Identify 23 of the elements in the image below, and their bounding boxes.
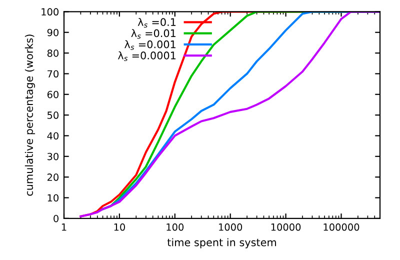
x-tick-label: 100000 bbox=[324, 223, 360, 231]
legend-label: λ$_{s}$ =0.1 bbox=[138, 18, 176, 28]
y-tick-label: 100 bbox=[42, 8, 58, 16]
y-tick-label: 60 bbox=[47, 90, 58, 98]
y-tick-label: 50 bbox=[48, 112, 58, 119]
legend-label: λ$_{s}$ =0.01 bbox=[131, 29, 176, 39]
x-tick-label: 1000 bbox=[219, 223, 242, 231]
y-tick-label: 40 bbox=[47, 132, 58, 140]
x-tick-label: 100 bbox=[166, 223, 184, 231]
legend-label: λ$_{s}$ =0.0001 bbox=[118, 51, 176, 62]
y-tick-label: 70 bbox=[48, 70, 58, 78]
x-tick-label: 1 bbox=[62, 224, 66, 231]
y-tick-label: 10 bbox=[48, 194, 58, 202]
x-tick-label: 10 bbox=[114, 223, 125, 231]
y-tick-label: 0 bbox=[54, 214, 58, 222]
y-axis-title: cumulative percentage (works) bbox=[24, 34, 36, 196]
legend-label: λ$_{s}$ =0.001 bbox=[124, 40, 176, 50]
y-tick-label: 80 bbox=[47, 50, 58, 57]
y-tick-label: 30 bbox=[48, 152, 58, 160]
y-tick-label: 90 bbox=[47, 28, 58, 36]
y-tick-label: 20 bbox=[47, 174, 58, 181]
x-tick-label: 10000 bbox=[271, 223, 301, 231]
x-axis-title: time spent in system bbox=[167, 238, 276, 248]
